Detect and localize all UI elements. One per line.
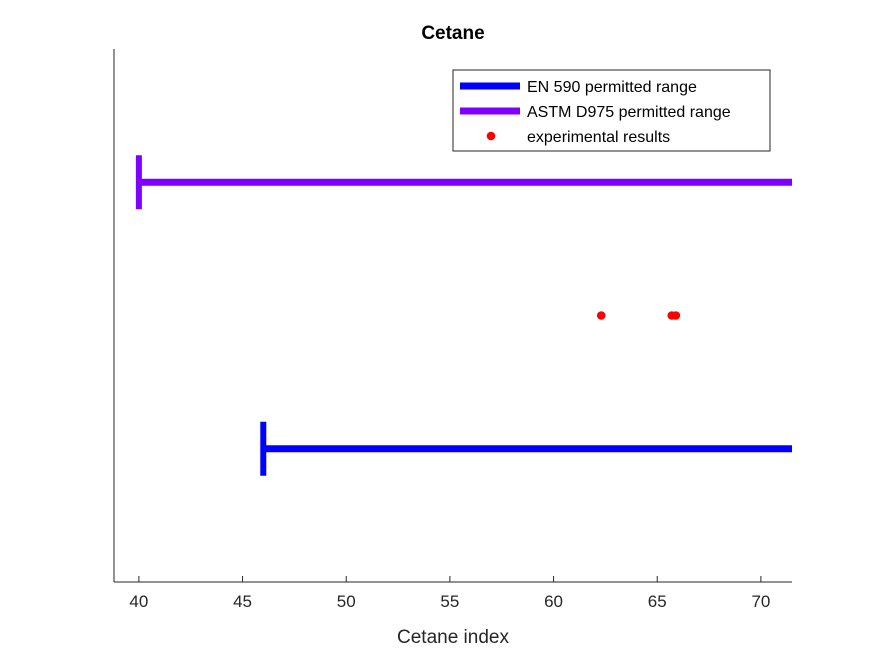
x-tick-label: 50 (337, 592, 356, 611)
legend-label: ASTM D975 permitted range (527, 104, 731, 121)
chart-title: Cetane (421, 23, 484, 44)
data-point (671, 311, 681, 320)
x-tick-label: 55 (440, 592, 459, 611)
x-tick-label: 70 (751, 592, 770, 611)
legend-swatch-marker (486, 131, 496, 141)
x-axis-label: Cetane index (397, 627, 509, 648)
x-tick-label: 60 (544, 592, 563, 611)
x-tick-label: 40 (129, 592, 148, 611)
legend-label: experimental results (527, 129, 670, 146)
legend: EN 590 permitted range ASTM D975 permitte… (452, 69, 771, 152)
data-point (596, 311, 606, 320)
x-ticks: 40 45 50 55 60 65 70 (129, 576, 770, 611)
range-bars (135, 155, 792, 476)
plot-axes (113, 49, 792, 583)
experimental-points (596, 311, 681, 320)
x-tick-label: 65 (648, 592, 667, 611)
legend-label: EN 590 permitted range (527, 79, 697, 96)
x-tick-label: 45 (233, 592, 252, 611)
